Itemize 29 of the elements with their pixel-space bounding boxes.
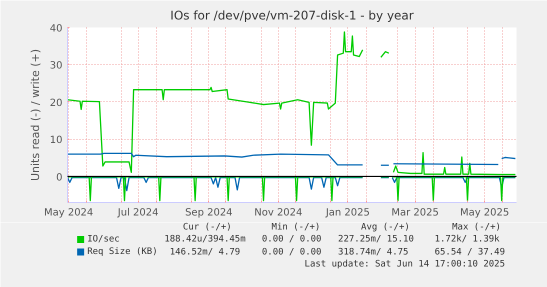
- x-tick-label: Sep 2024: [185, 208, 233, 218]
- x-tick-label: Nov 2024: [254, 208, 302, 218]
- x-tick-label: May 2025: [460, 208, 510, 218]
- text: Last update: Sat Jun 14 17:00:10 2025: [304, 260, 506, 270]
- y-tick-label: 0: [56, 172, 63, 184]
- text: 146.52m/ 4.79: [170, 248, 240, 258]
- text: Cur (-/+): [182, 222, 232, 232]
- text: 65.54 / 37.49: [434, 248, 506, 258]
- x-tick-label: Jul 2024: [116, 208, 159, 218]
- legend-label: IO/sec: [87, 234, 120, 244]
- chart-title: IOs for /dev/pve/vm-207-disk-1 - by year: [170, 8, 414, 22]
- legend-label: Req Size (KB): [87, 247, 158, 257]
- x-tick-label: Mar 2025: [391, 208, 439, 218]
- y-axis-title: Units read (-) / write (+): [28, 48, 42, 182]
- text: Avg (-/+): [361, 222, 410, 232]
- text: 227.25m/ 15.10: [338, 234, 414, 244]
- x-tick-label: May 2024: [44, 208, 94, 218]
- y-tick-label: 10: [50, 135, 63, 146]
- text: 188.42u/394.45m: [164, 234, 246, 244]
- text: 1.72k/ 1.39k: [434, 234, 500, 244]
- y-tick-label: 40: [50, 24, 63, 34]
- text: 0.00 / 0.00: [262, 248, 322, 258]
- x-tick-label: Jan 2025: [324, 208, 370, 218]
- y-tick-label: 30: [50, 60, 63, 72]
- text: Max (-/+): [452, 222, 501, 232]
- y-tick-label: 20: [50, 98, 63, 109]
- text: Min (-/+): [272, 222, 320, 232]
- text: 318.74m/ 4.75: [338, 248, 408, 258]
- text: 0.00 / 0.00: [262, 234, 322, 244]
